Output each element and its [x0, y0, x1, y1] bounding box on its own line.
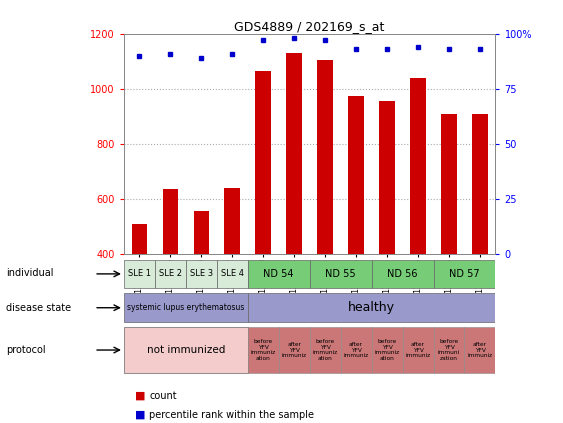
Text: after
YFV
immuniz: after YFV immuniz: [405, 342, 431, 358]
Bar: [341, 327, 372, 374]
Bar: [472, 113, 488, 254]
Title: GDS4889 / 202169_s_at: GDS4889 / 202169_s_at: [234, 20, 385, 33]
Text: percentile rank within the sample: percentile rank within the sample: [149, 409, 314, 420]
Text: not immunized: not immunized: [146, 345, 225, 355]
Text: ND 54: ND 54: [263, 269, 294, 279]
Bar: [372, 260, 434, 288]
Text: ND 55: ND 55: [325, 269, 356, 279]
Bar: [403, 327, 434, 374]
Bar: [186, 260, 217, 288]
Text: systemic lupus erythematosus: systemic lupus erythematosus: [127, 303, 244, 312]
Bar: [225, 188, 240, 254]
Bar: [379, 101, 395, 254]
Text: protocol: protocol: [6, 345, 45, 355]
Bar: [248, 294, 495, 322]
Bar: [194, 211, 209, 254]
Text: ■: ■: [135, 390, 146, 401]
Text: before
YFV
immuniz
ation: before YFV immuniz ation: [251, 339, 276, 361]
Bar: [372, 327, 403, 374]
Bar: [318, 60, 333, 254]
Bar: [124, 294, 248, 322]
Bar: [248, 327, 279, 374]
Bar: [434, 260, 495, 288]
Text: ND 56: ND 56: [387, 269, 418, 279]
Bar: [124, 327, 248, 374]
Text: SLE 4: SLE 4: [221, 269, 244, 278]
Text: before
YFV
immuniz
ation: before YFV immuniz ation: [374, 339, 400, 361]
Bar: [124, 260, 155, 288]
Bar: [464, 327, 495, 374]
Bar: [348, 96, 364, 254]
Text: after
YFV
immuniz: after YFV immuniz: [343, 342, 369, 358]
Bar: [410, 78, 426, 254]
Text: count: count: [149, 390, 177, 401]
Text: ■: ■: [135, 409, 146, 420]
Text: SLE 1: SLE 1: [128, 269, 151, 278]
Text: SLE 3: SLE 3: [190, 269, 213, 278]
Bar: [155, 260, 186, 288]
Bar: [434, 327, 464, 374]
Bar: [279, 327, 310, 374]
Bar: [248, 260, 310, 288]
Text: SLE 2: SLE 2: [159, 269, 182, 278]
Text: ND 57: ND 57: [449, 269, 480, 279]
Bar: [310, 327, 341, 374]
Text: individual: individual: [6, 268, 53, 278]
Text: before
YFV
immuni
zation: before YFV immuni zation: [438, 339, 460, 361]
Bar: [132, 223, 147, 254]
Text: after
YFV
immuniz: after YFV immuniz: [467, 342, 493, 358]
Bar: [310, 260, 372, 288]
Bar: [163, 189, 178, 254]
Bar: [441, 113, 457, 254]
Text: healthy: healthy: [348, 301, 395, 314]
Bar: [287, 53, 302, 254]
Text: after
YFV
immuniz: after YFV immuniz: [282, 342, 307, 358]
Bar: [256, 71, 271, 254]
Text: before
YFV
immuniz
ation: before YFV immuniz ation: [312, 339, 338, 361]
Text: disease state: disease state: [6, 302, 71, 313]
Bar: [217, 260, 248, 288]
